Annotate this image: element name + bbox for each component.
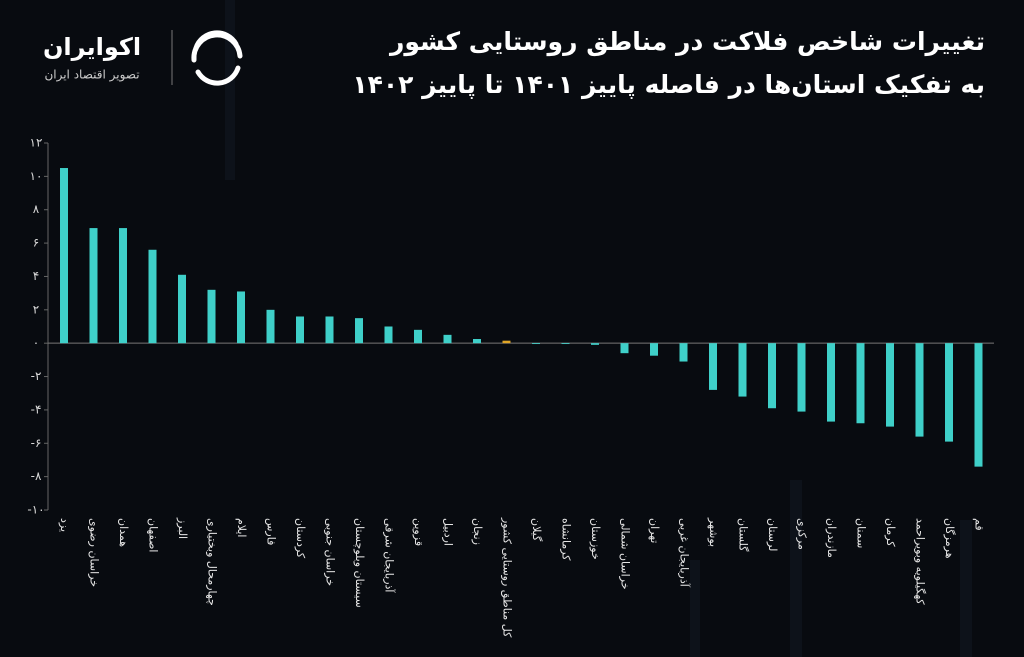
x-tick-label: اردبیل	[442, 518, 455, 546]
x-tick-label: بوشهر	[707, 517, 720, 547]
decor-bar	[960, 520, 972, 657]
x-tick-label: سیستان وبلوچستان	[353, 518, 366, 608]
bar	[650, 343, 658, 356]
bar	[856, 343, 865, 424]
x-tick-label: کهگیلویه وبویراحمد	[914, 518, 927, 605]
decor-bar	[690, 560, 700, 657]
y-tick-label: ۰	[33, 336, 39, 350]
x-tick-label: آذربایجان غربی	[678, 518, 692, 588]
bar	[561, 343, 570, 345]
x-tick-label: خراسان شمالی	[619, 518, 632, 590]
x-tick-label: لرستان	[766, 518, 779, 551]
x-tick-label: اصفهان	[147, 518, 160, 552]
bar	[207, 289, 216, 344]
bar	[502, 340, 511, 344]
x-tick-label: چهارمحال وبختیاری	[206, 518, 219, 606]
x-tick-label: کرمانشاه	[560, 518, 573, 561]
x-tick-label: گلستان	[737, 518, 750, 552]
tagline: تصویر اقتصاد ایران	[44, 68, 139, 83]
bar	[974, 343, 983, 467]
bar	[532, 343, 540, 345]
x-tick-label: خوزستان	[589, 518, 602, 560]
bar	[886, 343, 894, 427]
y-tick-label: -۸	[31, 469, 42, 483]
x-tick-label: همدان	[117, 518, 130, 547]
y-tick-label: -۴	[31, 402, 42, 416]
bar	[945, 343, 953, 442]
x-tick-label: قزوین	[412, 518, 425, 546]
x-tick-label: کل مناطق روستایی کشور	[500, 517, 514, 638]
x-tick-label: کرمان	[884, 518, 897, 547]
bar	[296, 316, 304, 344]
bar	[60, 168, 68, 344]
chart-subtitle: به تفکیک استان‌ها در فاصله پاییز ۱۴۰۱ تا…	[352, 70, 985, 100]
x-tick-label: مرکزی	[796, 518, 809, 550]
bar	[443, 334, 452, 344]
y-tick-label: ۱۲	[30, 136, 43, 150]
bar	[620, 343, 629, 354]
brand: اکوایران	[43, 33, 141, 61]
bar	[89, 228, 98, 344]
bar	[237, 291, 245, 344]
y-tick-label: -۲	[31, 369, 42, 383]
logo-arc	[191, 32, 243, 63]
x-tick-label: خراسان جنوبی	[324, 518, 337, 586]
x-tick-label: گیلان	[530, 518, 543, 542]
bar	[797, 343, 806, 412]
bar	[266, 309, 275, 344]
decor-bar	[790, 480, 802, 657]
bar	[709, 343, 717, 390]
x-tick-label: کردستان	[294, 518, 307, 559]
logo-arc	[195, 65, 241, 86]
y-tick-label: ۴	[33, 269, 39, 283]
x-tick-label: هرمزگان	[943, 518, 956, 559]
x-tick-label: خراسان رضوی	[88, 518, 101, 587]
decor	[225, 0, 972, 657]
bar	[768, 343, 776, 409]
bar	[591, 343, 599, 345]
y-tick-label: -۶	[31, 436, 42, 450]
bar	[679, 343, 688, 362]
bar	[355, 318, 363, 344]
bar	[473, 339, 481, 344]
bar	[414, 329, 422, 344]
bar	[827, 343, 835, 422]
bar	[738, 343, 747, 397]
logo-icon	[191, 30, 243, 86]
x-tick-label: فارس	[265, 518, 278, 545]
bar	[384, 326, 393, 344]
x-tick-label: مازندران	[825, 518, 838, 558]
y-tick-label: ۶	[33, 236, 39, 250]
x-tick-label: یزد	[58, 518, 71, 532]
x-tick-label: ایلام	[235, 518, 248, 538]
bar	[148, 249, 157, 344]
x-tick-label: تهران	[648, 518, 661, 543]
y-tick-label: ۸	[33, 202, 40, 216]
bar	[915, 343, 924, 437]
bar	[119, 228, 127, 344]
decor-bar	[225, 0, 235, 180]
x-tick-label: زنجان	[471, 518, 484, 545]
y-tick-label: -۱۰	[27, 503, 44, 517]
x-tick-label: البرز	[176, 517, 189, 539]
x-tick-label: قم	[973, 518, 986, 531]
x-tick-label: سمنان	[855, 518, 868, 548]
x-tick-label: آذربایجان شرقی	[383, 518, 397, 593]
bar	[178, 274, 186, 344]
y-tick-label: ۲	[33, 302, 39, 316]
chart-title: تغییرات شاخص فلاکت در مناطق روستایی کشور	[388, 27, 985, 57]
bar	[325, 316, 334, 344]
y-tick-label: ۱۰	[30, 169, 43, 183]
